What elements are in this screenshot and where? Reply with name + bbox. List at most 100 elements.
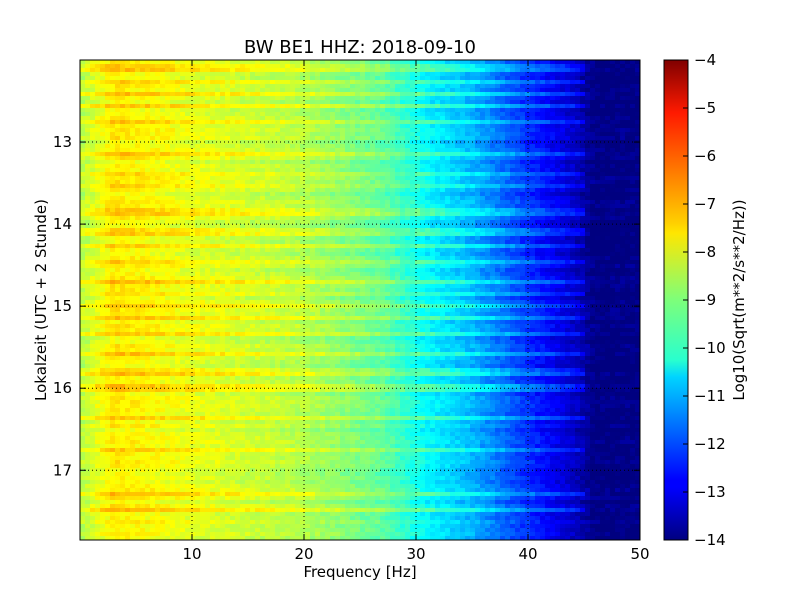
heatmap-cell [390,128,396,133]
heatmap-cell [80,88,86,93]
heatmap-cell [415,128,421,133]
heatmap-cell [345,180,351,185]
heatmap-cell [620,64,626,69]
heatmap-cell [580,124,586,129]
heatmap-cell [630,192,636,197]
heatmap-cell [540,196,546,201]
heatmap-cell [430,76,436,81]
heatmap-cell [285,204,291,209]
heatmap-cell [145,152,151,157]
heatmap-cell [105,80,111,85]
heatmap-cell [125,100,131,105]
heatmap-cell [400,96,406,101]
heatmap-cell [205,216,211,221]
heatmap-cell [300,108,306,113]
heatmap-cell [325,72,331,77]
heatmap-cell [465,116,471,121]
heatmap-cell [350,72,356,77]
heatmap-cell [110,128,116,133]
heatmap-cell [550,144,556,149]
heatmap-cell [250,184,256,189]
heatmap-cell [475,136,481,141]
heatmap-cell [540,176,546,181]
heatmap-cell [470,96,476,101]
heatmap-cell [240,224,246,229]
heatmap-cell [600,156,606,161]
heatmap-cell [100,128,106,133]
heatmap-cell [605,184,611,189]
heatmap-cell [535,216,541,221]
heatmap-cell [525,112,531,117]
heatmap-cell [435,212,441,217]
heatmap-cell [145,200,151,205]
heatmap-cell [305,196,311,201]
heatmap-cell [100,196,106,201]
heatmap-cell [435,204,441,209]
heatmap-cell [345,148,351,153]
heatmap-cell [475,68,481,73]
heatmap-cell [525,64,531,69]
heatmap-cell [435,108,441,113]
heatmap-cell [350,232,356,237]
heatmap-cell [325,128,331,133]
heatmap-cell [515,76,521,81]
heatmap-cell [400,176,406,181]
heatmap-cell [195,236,201,241]
heatmap-cell [385,208,391,213]
heatmap-cell [580,116,586,121]
heatmap-cell [190,144,196,149]
heatmap-cell [260,96,266,101]
heatmap-cell [145,188,151,193]
heatmap-cell [130,68,136,73]
heatmap-cell [635,100,640,105]
heatmap-cell [350,84,356,89]
heatmap-cell [485,216,491,221]
heatmap-cell [515,124,521,129]
heatmap-cell [445,216,451,221]
heatmap-cell [505,224,511,229]
heatmap-cell [110,204,116,209]
heatmap-cell [480,128,486,133]
heatmap-cell [385,200,391,205]
heatmap-cell [345,72,351,77]
heatmap-cell [455,72,461,77]
heatmap-cell [95,136,101,141]
heatmap-cell [220,68,226,73]
heatmap-cell [310,88,316,93]
heatmap-cell [260,156,266,161]
heatmap-cell [105,188,111,193]
heatmap-cell [205,160,211,165]
heatmap-cell [180,92,186,97]
heatmap-cell [550,172,556,177]
heatmap-cell [205,228,211,233]
heatmap-cell [165,168,171,173]
heatmap-cell [310,196,316,201]
heatmap-cell [320,168,326,173]
heatmap-cell [105,84,111,89]
heatmap-cell [445,176,451,181]
heatmap-cell [435,140,441,145]
heatmap-cell [525,204,531,209]
heatmap-cell [480,116,486,121]
heatmap-cell [185,236,191,241]
heatmap-cell [530,136,536,141]
heatmap-cell [245,204,251,209]
heatmap-cell [285,216,291,221]
heatmap-cell [470,72,476,77]
heatmap-cell [375,224,381,229]
heatmap-cell [115,196,121,201]
heatmap-cell [190,112,196,117]
heatmap-cell [565,108,571,113]
heatmap-cell [545,168,551,173]
heatmap-cell [565,60,571,65]
heatmap-cell [560,176,566,181]
heatmap-cell [205,236,211,241]
heatmap-cell [345,228,351,233]
heatmap-cell [500,88,506,93]
heatmap-cell [245,84,251,89]
heatmap-cell [105,156,111,161]
heatmap-cell [555,160,561,165]
heatmap-cell [340,196,346,201]
heatmap-cell [250,132,256,137]
heatmap-cell [215,228,221,233]
